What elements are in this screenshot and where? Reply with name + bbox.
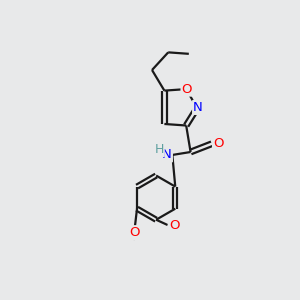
Text: N: N xyxy=(193,101,203,114)
Text: O: O xyxy=(182,82,192,96)
Text: O: O xyxy=(169,218,179,232)
Text: O: O xyxy=(213,137,224,150)
Text: H: H xyxy=(154,143,164,156)
Text: N: N xyxy=(162,148,172,161)
Text: O: O xyxy=(129,226,140,239)
